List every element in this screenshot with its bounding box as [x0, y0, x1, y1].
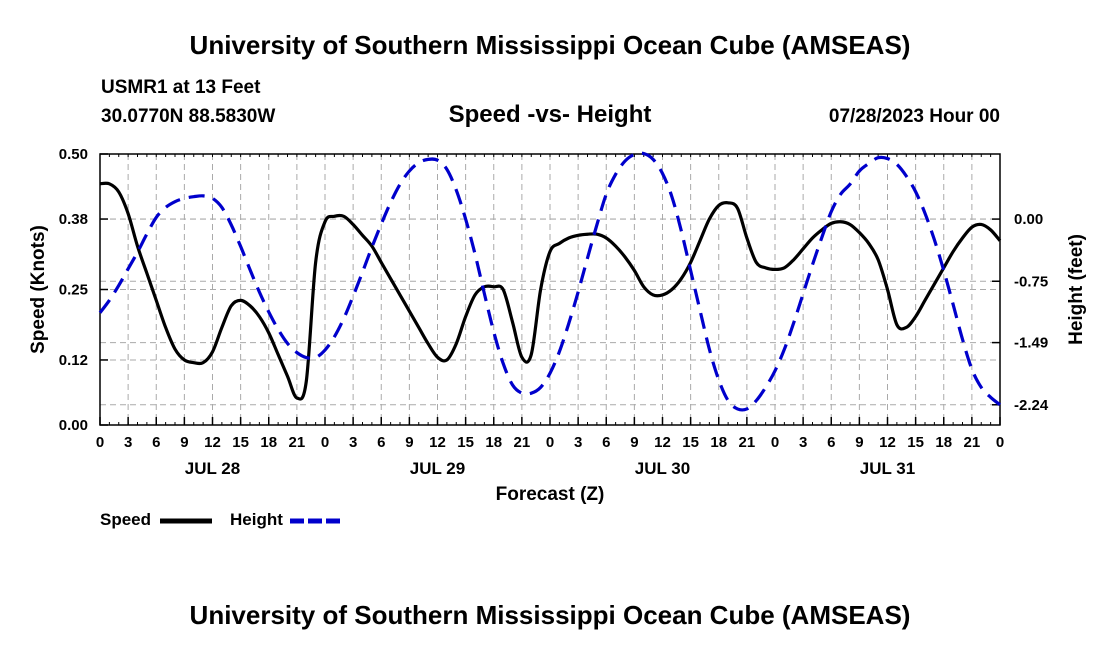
legend-height-label: Height — [230, 510, 283, 529]
x-tick-label: 0 — [321, 434, 329, 451]
x-day-label: JUL 29 — [410, 459, 465, 478]
x-tick-label: 12 — [429, 434, 446, 451]
x-tick-label: 9 — [630, 434, 638, 451]
x-tick-label: 12 — [204, 434, 221, 451]
x-tick-label: 21 — [964, 434, 981, 451]
footer-title: University of Southern Mississippi Ocean… — [189, 600, 911, 630]
page-title: University of Southern Mississippi Ocean… — [189, 30, 911, 60]
x-tick-label: 18 — [485, 434, 502, 451]
chart-subtitle: Speed -vs- Height — [448, 101, 652, 128]
legend-speed-label: Speed — [100, 510, 151, 529]
x-tick-label: 9 — [405, 434, 413, 451]
x-tick-label: 3 — [349, 434, 357, 451]
y-right-tick-label: -1.49 — [1014, 335, 1048, 352]
x-tick-label: 3 — [574, 434, 582, 451]
x-tick-label: 15 — [232, 434, 249, 451]
station-coordinates: 30.0770N 88.5830W — [101, 106, 276, 127]
x-tick-label: 21 — [289, 434, 306, 451]
x-tick-label: 6 — [152, 434, 160, 451]
x-tick-label: 6 — [377, 434, 385, 451]
x-tick-label: 21 — [739, 434, 756, 451]
forecast-timestamp: 07/28/2023 Hour 00 — [828, 106, 1000, 127]
x-tick-label: 6 — [827, 434, 835, 451]
y-right-tick-label: 0.00 — [1014, 211, 1043, 228]
x-tick-label: 9 — [855, 434, 863, 451]
y-left-tick-label: 0.00 — [59, 417, 88, 434]
x-tick-label: 3 — [124, 434, 132, 451]
y-right-tick-label: -2.24 — [1014, 397, 1049, 414]
y-left-tick-label: 0.25 — [59, 282, 88, 299]
y-right-axis-title: Height (feet) — [1066, 234, 1087, 345]
x-tick-label: 18 — [260, 434, 277, 451]
x-day-label: JUL 31 — [860, 459, 915, 478]
x-tick-label: 0 — [96, 434, 104, 451]
x-tick-label: 12 — [879, 434, 896, 451]
x-tick-label: 15 — [457, 434, 474, 451]
series-line-speed — [99, 181, 1002, 401]
y-left-tick-label: 0.50 — [59, 146, 88, 163]
station-name: USMR1 at 13 Feet — [101, 77, 261, 98]
y-left-tick-label: 0.38 — [59, 211, 88, 228]
x-day-label: JUL 28 — [185, 459, 240, 478]
y-right-tick-label: -0.75 — [1014, 273, 1048, 290]
x-tick-label: 15 — [907, 434, 924, 451]
x-tick-label: 0 — [996, 434, 1004, 451]
speed-height-chart: 0 3 6 9 12 15 18 21 0 3 6 9 12 15 18 21 0 3 6 9 12 15 18 21 0 3 6 9… — [28, 146, 1087, 529]
x-tick-label: 18 — [935, 434, 952, 451]
x-tick-label: 12 — [654, 434, 671, 451]
y-left-axis-title: Speed (Knots) — [28, 225, 49, 354]
x-day-label: JUL 30 — [635, 459, 690, 478]
x-tick-label: 9 — [180, 434, 188, 451]
x-axis-title: Forecast (Z) — [496, 484, 605, 505]
x-tick-label: 21 — [514, 434, 531, 451]
series-line-height — [98, 151, 1001, 412]
x-tick-label: 6 — [602, 434, 610, 451]
x-tick-label: 0 — [546, 434, 554, 451]
x-tick-label: 3 — [799, 434, 807, 451]
y-left-tick-label: 0.12 — [59, 352, 88, 369]
x-tick-label: 0 — [771, 434, 779, 451]
x-tick-label: 18 — [710, 434, 727, 451]
x-tick-label: 15 — [682, 434, 699, 451]
